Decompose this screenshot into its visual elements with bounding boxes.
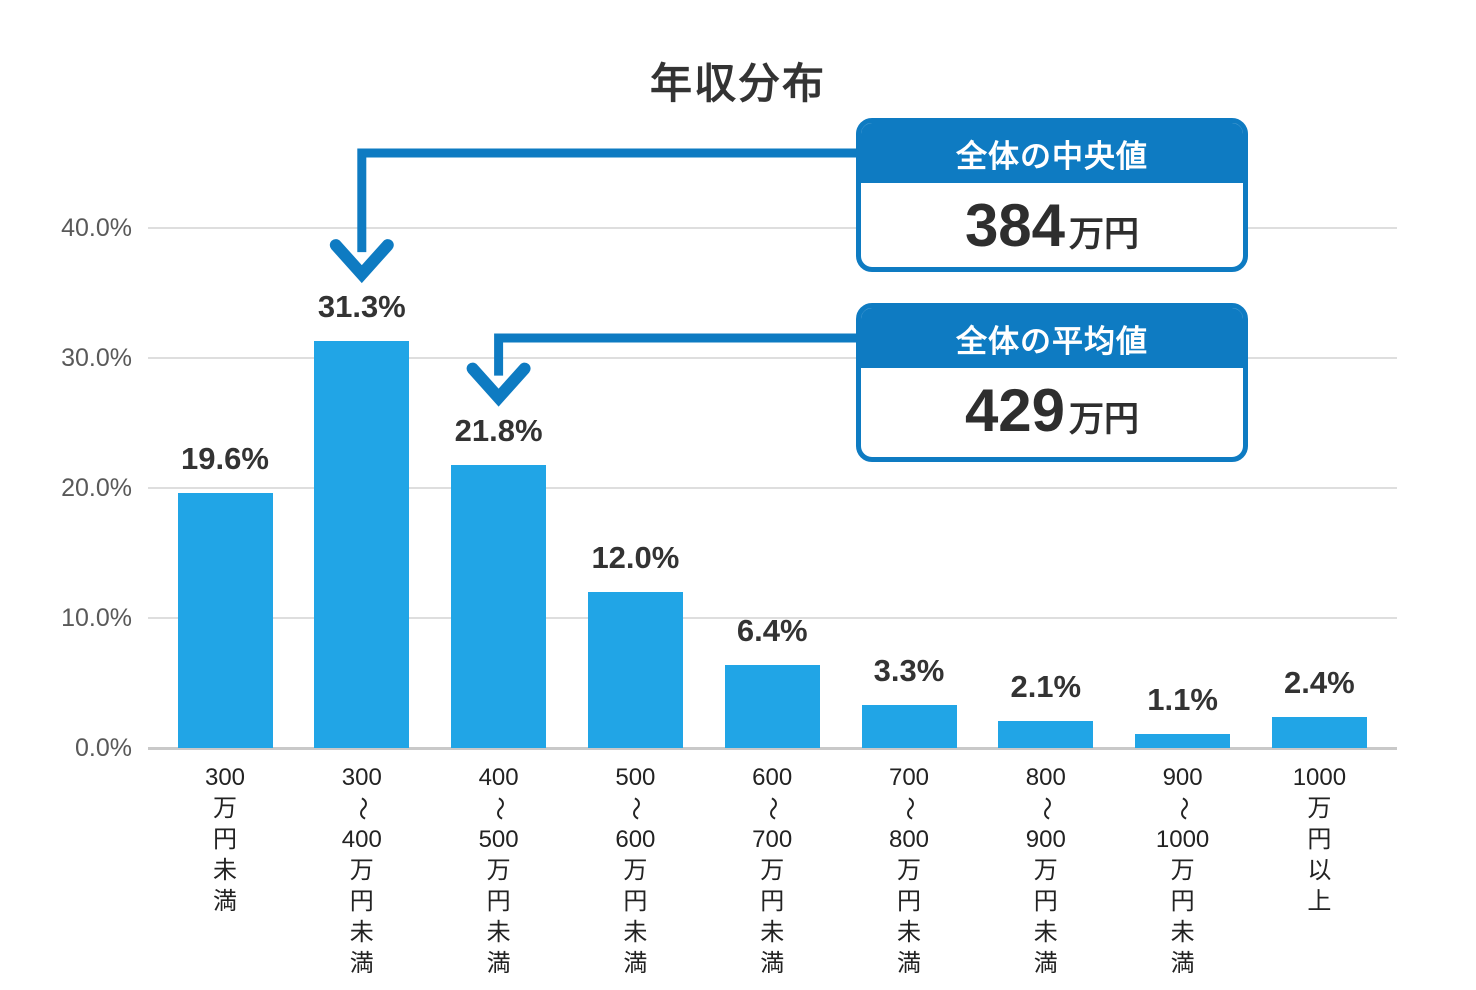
bar-value-label: 6.4% bbox=[736, 612, 808, 648]
bar-value-label: 1.1% bbox=[1147, 681, 1218, 717]
average-callout-label: 全体の平均値 bbox=[861, 308, 1243, 368]
average-callout-value: 429 万円 bbox=[861, 368, 1243, 446]
bar-value-label: 2.1% bbox=[1010, 668, 1082, 704]
median-value-number: 384 bbox=[964, 192, 1066, 259]
x-category-label: 800 〜 900 万円未満 bbox=[1025, 764, 1066, 977]
gridline-10.0% bbox=[148, 617, 1397, 619]
x-category-label: 400 〜 500 万円未満 bbox=[478, 764, 519, 977]
x-category-label: 1000 万円以上 bbox=[1292, 764, 1347, 915]
median-value-unit: 万円 bbox=[1069, 215, 1140, 254]
bar bbox=[724, 664, 820, 748]
y-tick-label: 20.0% bbox=[61, 474, 132, 502]
median-arrow-line bbox=[357, 148, 858, 253]
bar bbox=[1271, 716, 1367, 748]
x-category-label: 600 〜 700 万円未満 bbox=[752, 764, 793, 977]
bar bbox=[998, 720, 1094, 748]
average-arrowhead-icon bbox=[466, 362, 531, 407]
bar bbox=[314, 341, 410, 748]
bar bbox=[1135, 733, 1231, 748]
x-category-label: 500 〜 600 万円未満 bbox=[615, 764, 656, 977]
average-value-number: 429 bbox=[964, 377, 1066, 444]
bar bbox=[451, 464, 547, 748]
bar-value-label: 2.4% bbox=[1284, 664, 1355, 700]
average-callout: 全体の平均値 429 万円 bbox=[856, 303, 1248, 462]
average-value-unit: 万円 bbox=[1069, 400, 1140, 439]
bar-value-label: 31.3% bbox=[317, 289, 406, 325]
median-callout: 全体の中央値 384 万円 bbox=[856, 118, 1248, 272]
bar bbox=[177, 493, 273, 748]
bar-value-label: 21.8% bbox=[454, 412, 543, 448]
x-category-label: 300 万円未満 bbox=[204, 764, 246, 915]
y-tick-label: 10.0% bbox=[61, 604, 132, 632]
chart-title: 年収分布 bbox=[649, 60, 826, 107]
bar-value-label: 19.6% bbox=[181, 441, 269, 477]
gridline-20.0% bbox=[148, 487, 1397, 489]
bar-value-label: 3.3% bbox=[873, 653, 945, 689]
x-category-label: 700 〜 800 万円未満 bbox=[888, 764, 930, 977]
bar-value-label: 12.0% bbox=[591, 540, 680, 575]
x-category-label: 300 〜 400 万円未満 bbox=[341, 764, 382, 977]
bar bbox=[861, 705, 957, 748]
y-tick-label: 40.0% bbox=[61, 214, 132, 242]
gridline-0.0% bbox=[148, 746, 1397, 750]
median-callout-value: 384 万円 bbox=[861, 183, 1243, 261]
y-tick-label: 0.0% bbox=[75, 734, 132, 762]
median-arrowhead-icon bbox=[329, 239, 394, 284]
bar bbox=[587, 592, 683, 748]
x-category-label: 900 〜 1000 万円未満 bbox=[1155, 764, 1210, 977]
y-tick-label: 30.0% bbox=[61, 344, 132, 372]
median-callout-label: 全体の中央値 bbox=[861, 123, 1243, 183]
